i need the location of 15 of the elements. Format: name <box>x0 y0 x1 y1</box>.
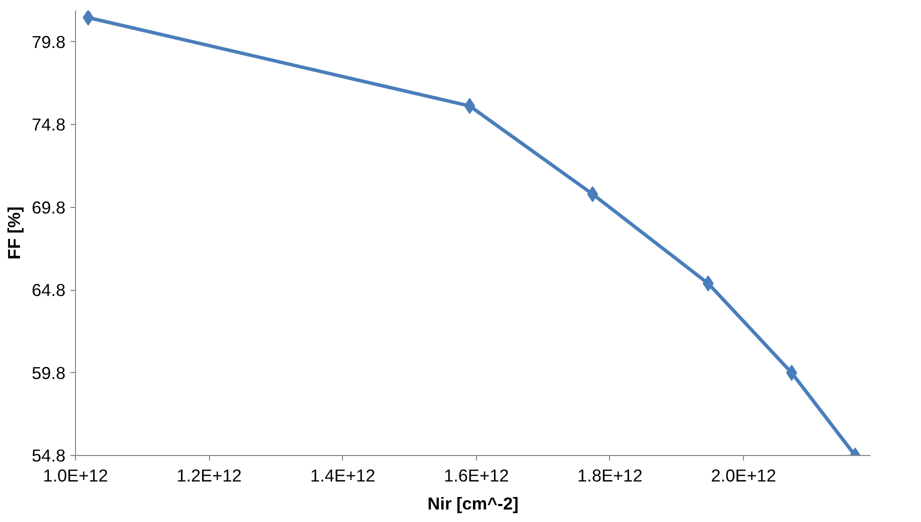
point <box>82 10 94 26</box>
y-tick-label: 54.8 <box>32 446 66 466</box>
x-tick-label: 2.0E+12 <box>711 466 776 486</box>
y-tick-label: 69.8 <box>32 197 66 218</box>
y-tick-label: 74.8 <box>32 114 66 135</box>
x-tick-label: 1.0E+12 <box>42 466 108 486</box>
x-tick-label: 1.4E+12 <box>310 466 376 486</box>
x-tick-label: 1.2E+12 <box>176 466 242 486</box>
x-tick-label: 1.8E+12 <box>577 466 642 486</box>
y-tick-label: 79.8 <box>32 32 66 52</box>
x-tick-label: 1.6E+12 <box>444 466 509 486</box>
y-tick-label: 64.8 <box>32 280 66 300</box>
y-tick-label: 59.8 <box>32 362 66 383</box>
y-axis-title: FF [%] <box>4 206 24 260</box>
x-axis-title: Nir [cm^-2] <box>428 494 518 514</box>
